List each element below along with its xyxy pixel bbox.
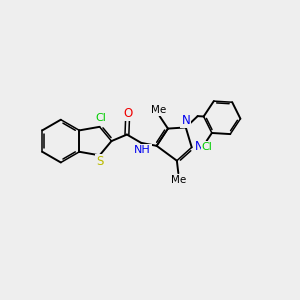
Text: N: N: [182, 114, 190, 128]
Text: S: S: [97, 155, 104, 168]
Text: Me: Me: [152, 105, 166, 115]
Text: NH: NH: [134, 145, 151, 155]
Text: Me: Me: [171, 175, 186, 185]
Text: Cl: Cl: [202, 142, 213, 152]
Text: O: O: [123, 106, 132, 120]
Text: N: N: [195, 140, 203, 153]
Text: Cl: Cl: [96, 113, 106, 123]
